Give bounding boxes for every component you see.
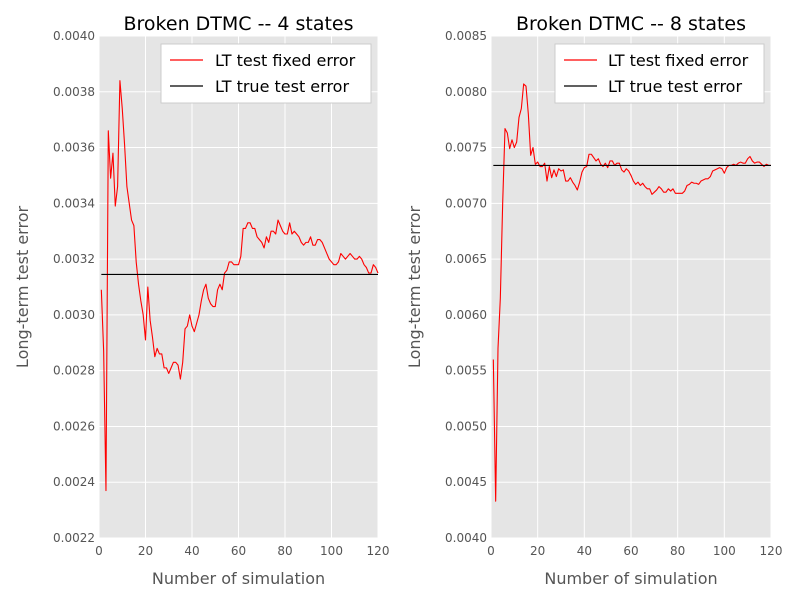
legend-box: [160, 43, 372, 104]
y-tick-label: 0.0032: [53, 252, 95, 266]
series-layer: [100, 80, 379, 492]
y-tick-label: 0.0085: [445, 29, 487, 43]
x-tick-label: 80: [670, 544, 685, 558]
y-tick-label: 0.0045: [445, 475, 487, 489]
y-tick-label: 0.0030: [53, 308, 95, 322]
y-tick-label: 0.0026: [53, 419, 95, 433]
y-tick-label: 0.0040: [53, 29, 95, 43]
x-tick-label: 40: [577, 544, 592, 558]
y-axis-label: Long-term test error: [13, 206, 32, 369]
y-tick-label: 0.0040: [445, 531, 487, 545]
legend-label-fixed-error: LT test fixed error: [608, 51, 749, 70]
y-tick-label: 0.0055: [445, 364, 487, 378]
legend: LT test fixed error LT true test error: [554, 43, 765, 104]
x-tick-label: 100: [320, 544, 343, 558]
x-tick-label: 80: [277, 544, 292, 558]
legend-box: [554, 43, 765, 104]
chart-title: Broken DTMC -- 8 states: [516, 13, 746, 35]
y-axis-label: Long-term test error: [405, 206, 424, 369]
x-axis-label: Number of simulation: [152, 569, 325, 588]
series-line-fixed-error: [100, 80, 379, 492]
y-tick-label: 0.0050: [445, 419, 487, 433]
grid-layer: [490, 35, 772, 539]
series-layer: [492, 83, 771, 502]
x-tick-label: 0: [487, 544, 495, 558]
y-tick-label: 0.0080: [445, 85, 487, 99]
y-tick-label: 0.0028: [53, 364, 95, 378]
x-axis-label: Number of simulation: [544, 569, 717, 588]
tick-labels: 0 20 40 60 80 100 120 0.0022 0.0024 0.0026 0.0028 0…: [53, 29, 389, 558]
chart-panel-4-states: 0 20 40 60 80 100 120 0.0022 0.0024 0.0026 0.0028 0…: [13, 13, 389, 588]
legend: LT test fixed error LT true test error: [160, 43, 372, 104]
x-tick-label: 60: [231, 544, 246, 558]
x-tick-label: 120: [760, 544, 783, 558]
legend-label-true-error: LT true test error: [215, 77, 349, 96]
y-tick-label: 0.0075: [445, 141, 487, 155]
x-tick-label: 100: [713, 544, 736, 558]
y-tick-label: 0.0070: [445, 196, 487, 210]
y-tick-label: 0.0022: [53, 531, 95, 545]
y-tick-label: 0.0060: [445, 308, 487, 322]
x-tick-label: 20: [530, 544, 545, 558]
x-tick-label: 40: [184, 544, 199, 558]
y-tick-label: 0.0036: [53, 141, 95, 155]
chart-title: Broken DTMC -- 4 states: [124, 13, 354, 35]
tick-labels: 0 20 40 60 80 100 120 0.0040 0.0045 0.0050 0.0055 0…: [445, 29, 782, 558]
chart-panel-8-states: 0 20 40 60 80 100 120 0.0040 0.0045 0.0050 0.0055 0…: [405, 13, 782, 588]
y-tick-label: 0.0038: [53, 85, 95, 99]
x-tick-label: 0: [95, 544, 103, 558]
legend-label-true-error: LT true test error: [608, 77, 742, 96]
x-tick-label: 20: [138, 544, 153, 558]
y-tick-label: 0.0024: [53, 475, 95, 489]
y-tick-label: 0.0065: [445, 252, 487, 266]
y-tick-label: 0.0034: [53, 196, 95, 210]
x-tick-label: 120: [367, 544, 390, 558]
legend-label-fixed-error: LT test fixed error: [215, 51, 356, 70]
x-tick-label: 60: [623, 544, 638, 558]
